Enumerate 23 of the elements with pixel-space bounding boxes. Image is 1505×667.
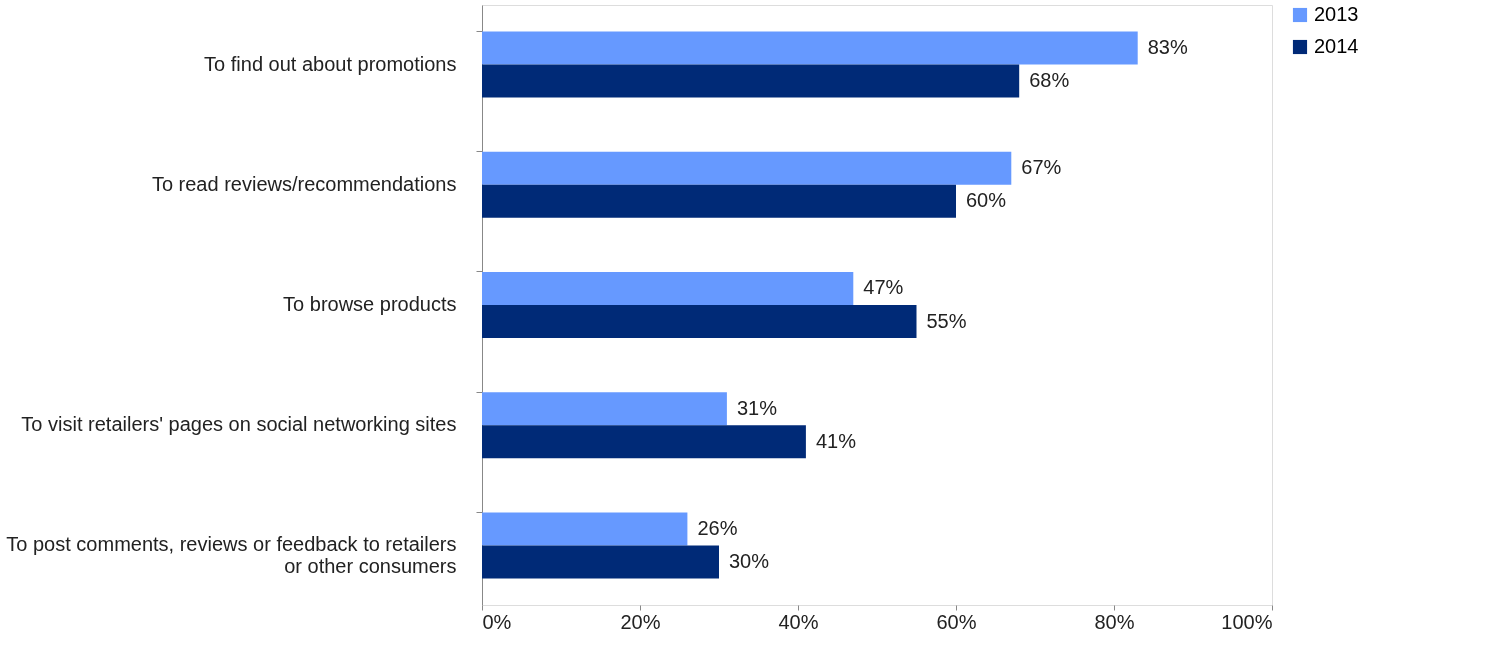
x-tick-label: 60%	[936, 610, 977, 633]
data-label: 26%	[697, 516, 738, 539]
data-label: 41%	[815, 429, 857, 452]
y-tick-label: To browse products	[283, 293, 457, 315]
data-label: 47%	[863, 276, 904, 299]
y-tick-label: To read reviews/recommendations	[151, 172, 457, 195]
y-tick-label: To post comments, reviews or feedback to retailers or other consumers	[6, 533, 457, 578]
data-label: 30%	[729, 550, 770, 573]
x-tick-label: 40%	[778, 610, 819, 633]
data-label: 60%	[966, 189, 1007, 212]
x-tick-label: 100%	[1221, 610, 1273, 633]
data-label: 83%	[1147, 35, 1188, 58]
data-label: 55%	[926, 309, 967, 332]
legend-label: 2013	[1314, 3, 1359, 25]
data-label: 68%	[1029, 69, 1070, 92]
y-tick-label: To find out about promotions	[204, 52, 457, 75]
data-label: 67%	[1021, 156, 1062, 179]
x-tick-label: 80%	[1094, 610, 1135, 633]
x-tick-label: 0%	[482, 610, 512, 633]
y-tick-label: To visit retailers' pages on social networking sites	[21, 413, 457, 436]
x-tick-label: 20%	[620, 610, 661, 633]
data-label: 31%	[736, 396, 778, 419]
legend-label: 2014	[1314, 35, 1359, 57]
